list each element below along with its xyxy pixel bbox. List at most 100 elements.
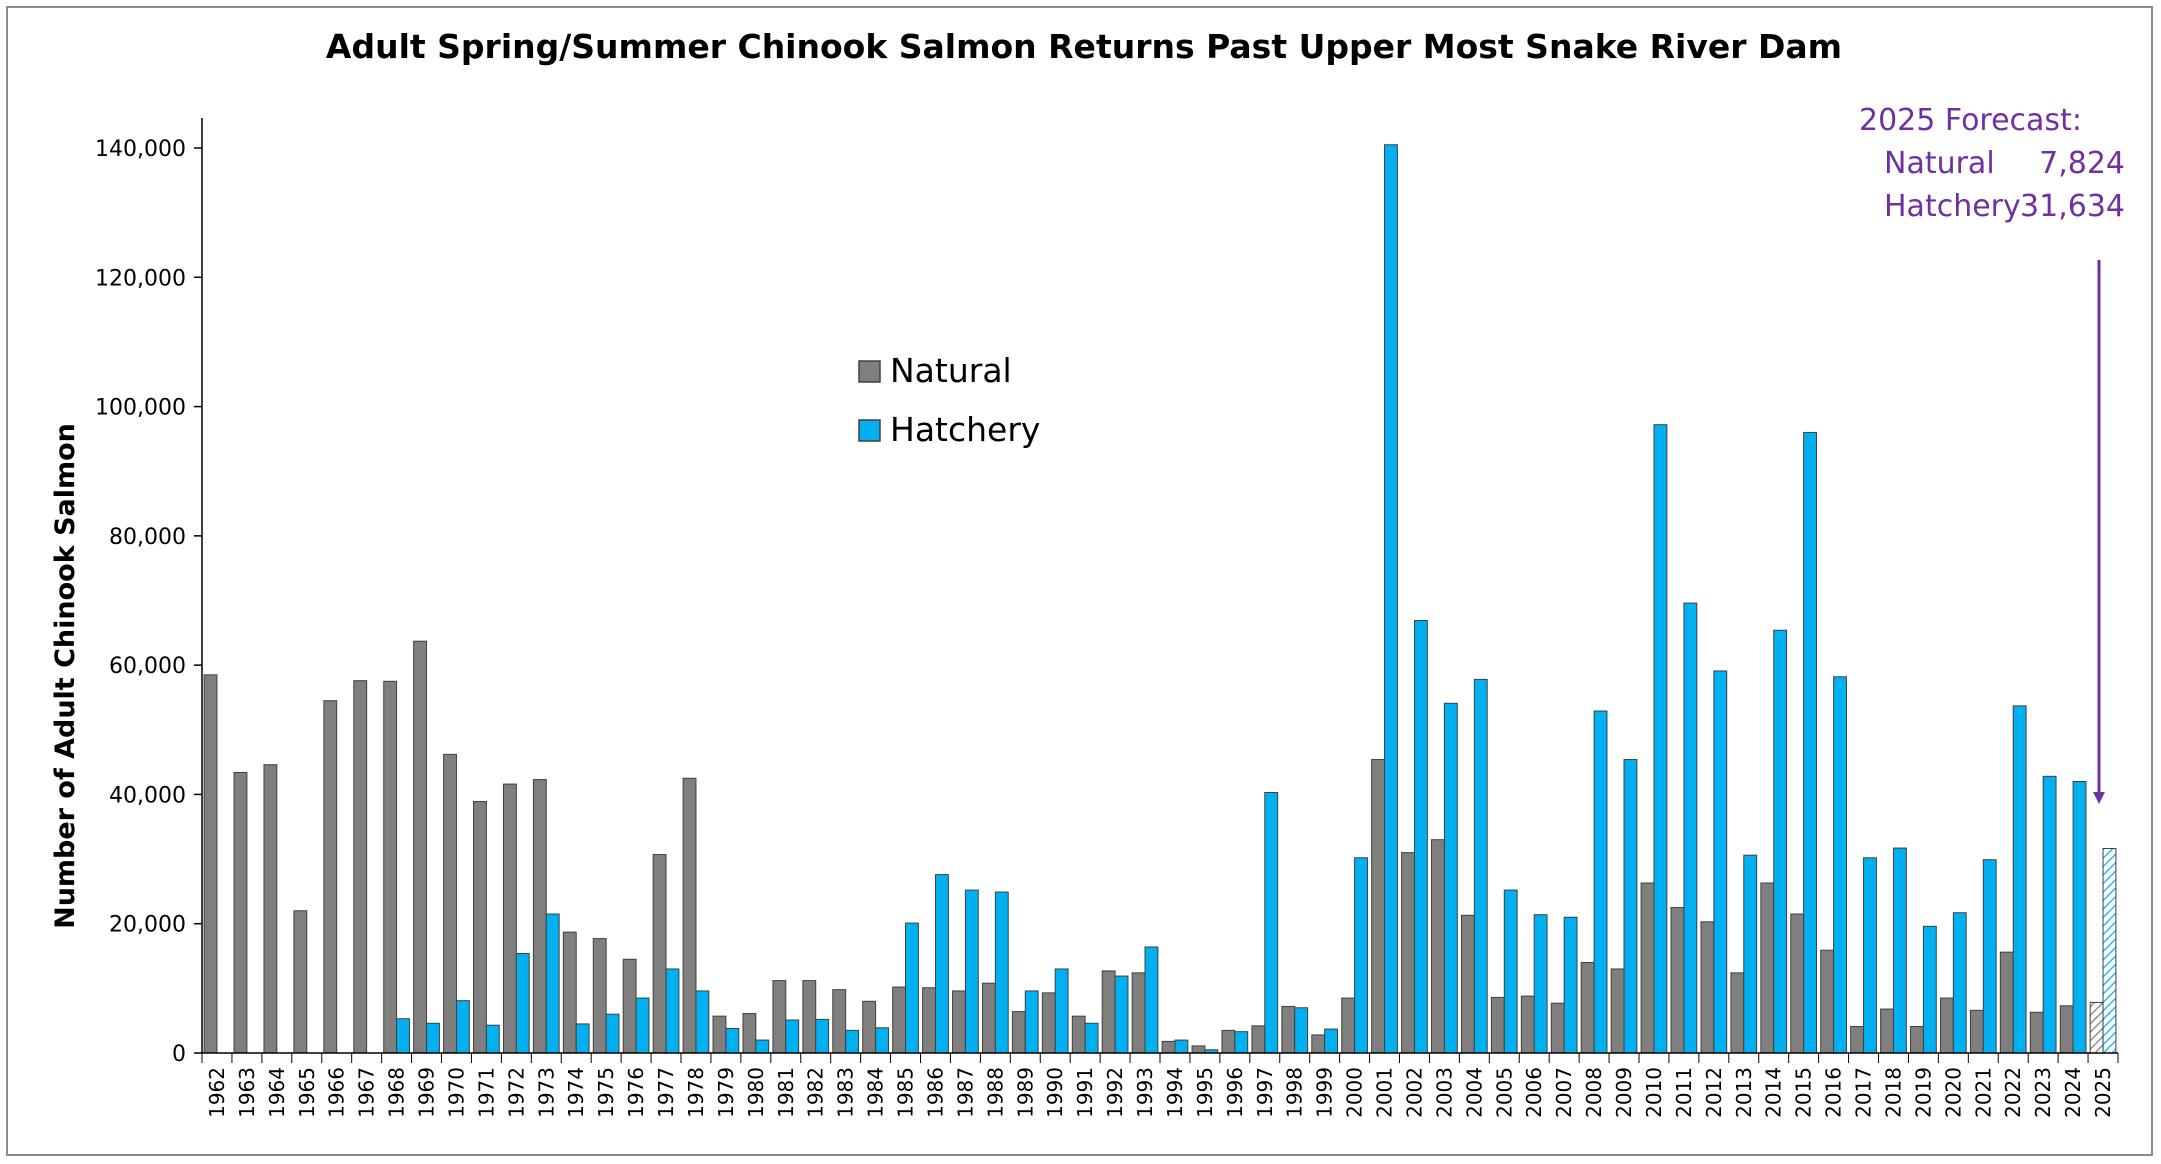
bar-natural xyxy=(1101,970,1116,1054)
x-tick-label: 1968 xyxy=(385,1067,409,1118)
bar-hatchery xyxy=(1503,889,1518,1054)
bar-natural xyxy=(592,938,607,1054)
bar-natural xyxy=(443,753,457,1054)
bar-hatchery xyxy=(1384,144,1398,1054)
bars xyxy=(203,144,2117,1054)
y-tick-label: 100,000 xyxy=(95,396,186,421)
bar-natural xyxy=(712,1015,727,1054)
bar-natural xyxy=(1371,759,1386,1054)
y-tick-label: 0 xyxy=(172,1042,186,1067)
legend-label-hatchery: Hatchery xyxy=(890,410,1040,449)
forecast-hatchery-label: Hatchery xyxy=(1884,189,2021,224)
bar-natural xyxy=(1880,1008,1894,1054)
legend-label-natural: Natural xyxy=(890,351,1012,390)
bar-natural xyxy=(293,910,308,1054)
bar-natural xyxy=(1670,907,1685,1054)
bar-hatchery xyxy=(845,1029,860,1054)
x-tick-label: 1972 xyxy=(504,1067,528,1118)
bar-natural xyxy=(562,931,577,1054)
y-tick-label: 60,000 xyxy=(109,654,186,679)
bar-natural xyxy=(1790,913,1805,1054)
x-tick-label: 2010 xyxy=(1642,1067,1666,1118)
bar-natural xyxy=(1041,992,1056,1054)
bar-natural xyxy=(1969,1009,1984,1054)
bar-hatchery-forecast xyxy=(2102,848,2117,1054)
bar-hatchery xyxy=(426,1022,440,1054)
bar-hatchery xyxy=(755,1039,770,1054)
bar-natural xyxy=(1131,972,1146,1054)
bar-hatchery xyxy=(1144,946,1159,1054)
bar-hatchery xyxy=(635,997,650,1054)
bar-hatchery xyxy=(2012,705,2027,1054)
x-tick-label: 1978 xyxy=(684,1067,708,1118)
x-tick-label: 1964 xyxy=(265,1067,289,1118)
bar-natural xyxy=(263,764,278,1054)
bar-hatchery xyxy=(1803,431,1818,1054)
x-tick-label: 1974 xyxy=(564,1067,588,1118)
x-tick-label: 1973 xyxy=(534,1067,558,1118)
bar-natural xyxy=(383,680,398,1054)
x-tick-label: 1994 xyxy=(1163,1067,1187,1118)
bar-hatchery xyxy=(725,1027,740,1054)
legend-swatch-natural xyxy=(858,360,881,383)
x-tick-label: 1983 xyxy=(834,1067,858,1118)
bar-natural xyxy=(802,980,817,1054)
bar-hatchery xyxy=(905,922,919,1054)
x-tick-label: 1966 xyxy=(325,1067,349,1118)
bar-hatchery xyxy=(964,889,979,1054)
x-tick-label: 2002 xyxy=(1402,1067,1426,1118)
bar-hatchery xyxy=(1324,1028,1339,1054)
bar-natural xyxy=(323,700,338,1054)
bar-hatchery xyxy=(785,1019,800,1054)
bar-hatchery xyxy=(1413,620,1428,1054)
bar-natural xyxy=(1520,995,1535,1054)
bar-natural xyxy=(1610,968,1625,1054)
x-tick-label: 1980 xyxy=(744,1067,768,1118)
bar-hatchery xyxy=(1114,975,1129,1054)
bar-natural xyxy=(1251,1025,1266,1054)
y-axis-label: Number of Adult Chinook Salmon xyxy=(50,423,81,929)
bar-hatchery xyxy=(695,990,710,1054)
bar-natural xyxy=(1221,1029,1236,1054)
x-tick-label: 1989 xyxy=(1013,1067,1037,1118)
x-tick-label: 1988 xyxy=(983,1067,1007,1118)
x-tick-label: 2012 xyxy=(1702,1067,1726,1118)
bar-natural xyxy=(832,989,847,1054)
x-tick-label: 1982 xyxy=(804,1067,828,1118)
bar-natural xyxy=(1910,1025,1924,1054)
x-tick-label: 1987 xyxy=(953,1067,977,1118)
x-tick-label: 2004 xyxy=(1462,1067,1486,1118)
forecast-hatchery-value: 31,634 xyxy=(2020,189,2125,224)
bar-hatchery xyxy=(605,1013,620,1054)
bar-natural xyxy=(1850,1025,1865,1054)
bar-hatchery xyxy=(1593,710,1608,1054)
bar-natural xyxy=(981,982,996,1054)
legend-swatch-hatchery xyxy=(858,419,881,442)
bar-hatchery xyxy=(396,1018,410,1054)
x-tick-label: 2013 xyxy=(1732,1067,1756,1118)
x-tick-label: 2024 xyxy=(2061,1067,2085,1118)
y-axis: 0 20,000 40,000 60,000 80,000 100,000 120,000 1… xyxy=(95,118,203,1067)
bar-natural xyxy=(1999,951,2014,1054)
bar-natural xyxy=(1580,962,1595,1054)
x-tick-label: 2009 xyxy=(1612,1067,1636,1118)
bar-hatchery xyxy=(1952,912,1967,1054)
bar-natural xyxy=(532,779,547,1054)
bar-natural xyxy=(502,783,517,1054)
bar-hatchery xyxy=(515,952,530,1054)
bar-natural xyxy=(1431,839,1445,1054)
x-tick-label: 1963 xyxy=(235,1067,259,1118)
forecast-natural-label: Natural xyxy=(1884,146,1995,181)
bar-hatchery xyxy=(485,1024,500,1054)
x-tick-label: 2019 xyxy=(1911,1067,1935,1118)
bar-natural xyxy=(1401,852,1415,1054)
bar-hatchery xyxy=(1264,791,1279,1054)
bar-natural xyxy=(2029,1011,2044,1054)
x-tick-label: 1967 xyxy=(355,1067,379,1118)
y-tick-label: 40,000 xyxy=(109,783,186,808)
x-tick-label: 2003 xyxy=(1432,1067,1456,1118)
bar-natural-forecast xyxy=(2089,1001,2104,1054)
bar-hatchery xyxy=(1024,990,1039,1054)
bar-hatchery xyxy=(1833,676,1847,1054)
bar-natural xyxy=(1071,1015,1086,1054)
